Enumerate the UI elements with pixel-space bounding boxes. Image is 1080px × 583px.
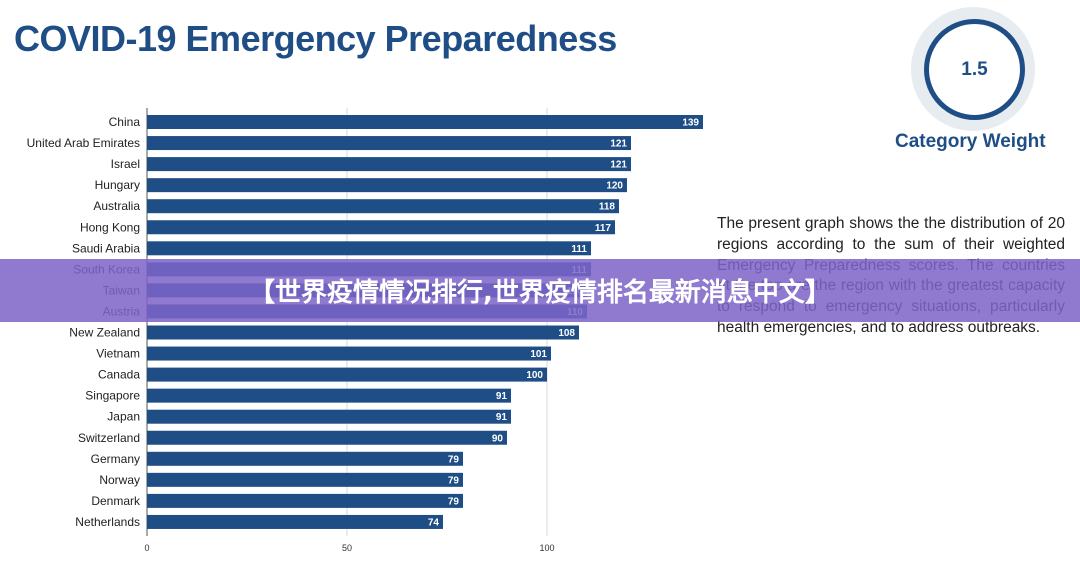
grid-layer bbox=[146, 108, 548, 536]
value-label: 108 bbox=[558, 328, 575, 339]
bar-0 bbox=[147, 115, 703, 129]
value-label: 121 bbox=[610, 139, 627, 150]
category-label: Hungary bbox=[95, 178, 140, 192]
category-label: Netherlands bbox=[75, 515, 140, 529]
category-label: Switzerland bbox=[78, 431, 140, 445]
category-label: China bbox=[109, 115, 141, 129]
category-label: Vietnam bbox=[96, 347, 140, 361]
value-label: 79 bbox=[448, 496, 460, 507]
value-label: 118 bbox=[599, 202, 616, 213]
bar-15 bbox=[147, 430, 507, 445]
category-label: Singapore bbox=[85, 389, 140, 403]
value-label: 120 bbox=[606, 181, 623, 192]
value-label: 101 bbox=[530, 349, 547, 360]
value-label: 121 bbox=[610, 160, 627, 171]
value-label: 79 bbox=[448, 475, 460, 486]
bar-18 bbox=[147, 493, 463, 508]
value-label: 74 bbox=[428, 517, 440, 528]
category-label: Australia bbox=[93, 199, 140, 213]
bar-5 bbox=[147, 220, 615, 235]
category-weight-value: 1.5 bbox=[961, 58, 988, 80]
bar-13 bbox=[147, 388, 511, 403]
bar-10 bbox=[147, 325, 579, 340]
bar-6 bbox=[147, 241, 591, 256]
bar-3 bbox=[147, 178, 627, 193]
bar-12 bbox=[147, 367, 547, 382]
category-label: Japan bbox=[107, 410, 140, 424]
value-label: 117 bbox=[595, 223, 612, 234]
category-label: New Zealand bbox=[69, 326, 140, 340]
bar-11 bbox=[147, 346, 551, 361]
category-label: Norway bbox=[99, 473, 140, 487]
category-label: United Arab Emirates bbox=[27, 136, 140, 150]
category-weight-label: Category Weight bbox=[895, 131, 1046, 152]
x-tick-label: 0 bbox=[144, 543, 149, 553]
category-label: Saudi Arabia bbox=[72, 241, 140, 255]
value-label: 90 bbox=[492, 433, 504, 444]
x-tick-label: 100 bbox=[539, 543, 554, 553]
category-label: Denmark bbox=[91, 494, 141, 508]
bar-17 bbox=[147, 472, 463, 487]
category-weight-circle: 1.5 bbox=[924, 19, 1025, 120]
banner-text: 【世界疫情情况排行,世界疫情排名最新消息中文】 bbox=[249, 278, 831, 308]
category-label: Israel bbox=[111, 157, 140, 171]
bar-2 bbox=[147, 157, 631, 172]
bar-19 bbox=[147, 514, 443, 529]
value-label: 111 bbox=[571, 244, 587, 255]
page-title: COVID-19 Emergency Preparedness bbox=[14, 18, 617, 59]
value-label: 91 bbox=[496, 412, 508, 423]
value-label: 100 bbox=[526, 370, 543, 381]
category-label: Hong Kong bbox=[80, 220, 140, 234]
x-tick-label: 50 bbox=[342, 543, 352, 553]
category-label: Canada bbox=[98, 368, 140, 382]
value-label: 79 bbox=[448, 454, 460, 465]
value-label: 139 bbox=[682, 118, 699, 129]
overlay-banner: 【世界疫情情况排行,世界疫情排名最新消息中文】 bbox=[0, 259, 1080, 322]
bar-16 bbox=[147, 451, 463, 466]
bar-14 bbox=[147, 409, 511, 424]
bar-1 bbox=[147, 136, 631, 151]
category-label: Germany bbox=[91, 452, 140, 466]
value-label: 91 bbox=[496, 391, 508, 402]
bar-4 bbox=[147, 199, 619, 214]
